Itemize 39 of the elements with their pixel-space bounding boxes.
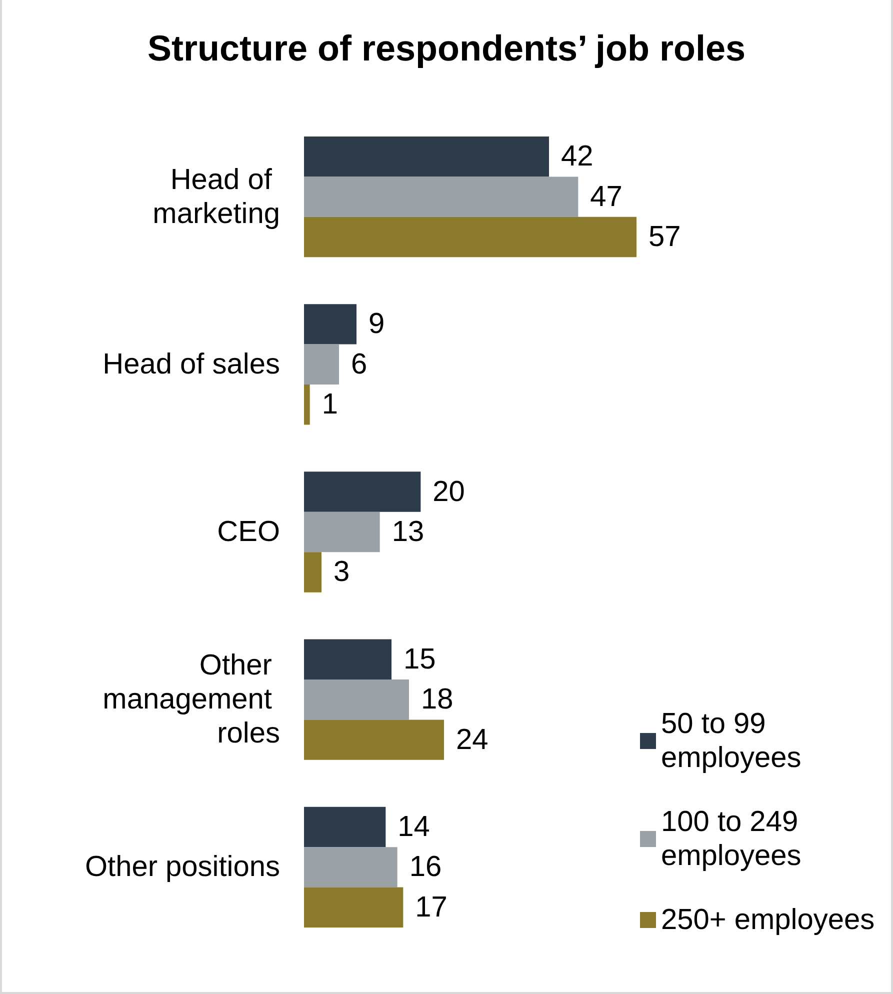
legend-label: 50 to 99 employees: [661, 708, 802, 774]
bar: [304, 136, 549, 177]
y-tick-label: Head of sales: [102, 348, 280, 380]
y-tick-label: Other positions: [84, 851, 280, 884]
data-label: 42: [561, 140, 594, 173]
data-label: 15: [404, 643, 436, 676]
data-label: 47: [590, 180, 622, 213]
bar: [304, 847, 398, 888]
bar: [304, 216, 636, 258]
data-label: 1: [322, 388, 338, 421]
legend-label: 100 to 249 employees: [661, 806, 806, 872]
y-tick-label: CEO: [217, 516, 280, 548]
bar: [304, 639, 392, 680]
bar: [304, 472, 421, 512]
data-label: 57: [648, 221, 681, 254]
y-tick-label: Other management roles: [102, 650, 280, 750]
bar: [304, 679, 409, 720]
data-label: 3: [334, 556, 350, 588]
data-label: 9: [368, 308, 385, 340]
data-label: 13: [392, 516, 424, 548]
bar: [304, 806, 386, 848]
legend-label: 250+ employees: [661, 904, 875, 936]
bar: [304, 512, 380, 552]
bar: [304, 887, 404, 928]
bar: [304, 552, 322, 592]
bar: [304, 304, 356, 344]
data-label: 14: [398, 810, 430, 843]
data-label: 24: [456, 724, 488, 756]
data-label: 20: [432, 476, 465, 508]
chart-title: Structure of respondents’ job roles: [147, 28, 746, 68]
y-tick-label: Head of marketing: [152, 164, 280, 230]
data-label: 18: [421, 684, 454, 716]
bar: [304, 176, 578, 217]
data-label: 6: [351, 348, 368, 380]
bar: [304, 720, 444, 760]
data-label: 17: [415, 891, 448, 924]
bar: [304, 344, 339, 385]
data-label: 16: [409, 851, 442, 884]
bar: [304, 384, 310, 425]
